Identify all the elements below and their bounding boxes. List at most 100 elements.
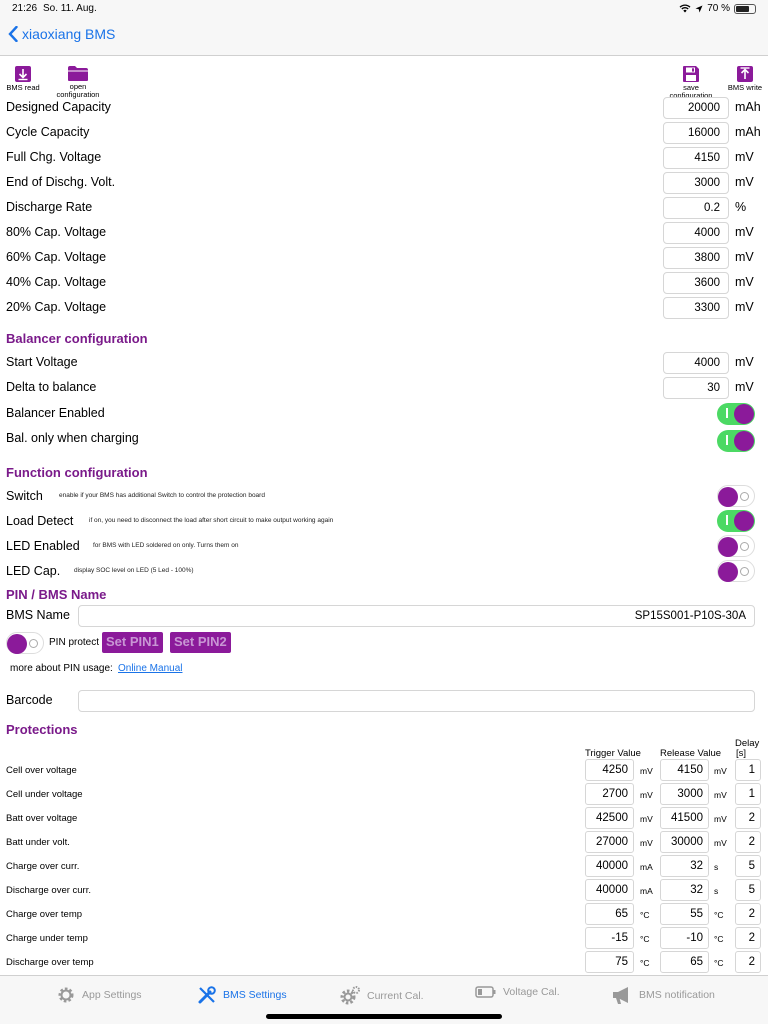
trigger-input[interactable]: 4250	[585, 759, 634, 781]
trigger-input[interactable]: 65	[585, 903, 634, 925]
value-input[interactable]: 3800	[663, 247, 729, 269]
led-cap-note: display SOC level on LED (5 Led - 100%)	[74, 567, 194, 574]
delay-input[interactable]: 2	[735, 831, 761, 853]
row-label: BMS Name	[6, 608, 70, 622]
open-configuration-button[interactable]: open configuration	[55, 65, 101, 99]
switch-note: enable if your BMS has additional Switch…	[59, 492, 265, 499]
delay-input[interactable]: 2	[735, 903, 761, 925]
capacity-row: Full Chg. Voltage 4150 mV	[0, 147, 768, 169]
value-input[interactable]: 3000	[663, 172, 729, 194]
pin-more-text: more about PIN usage:	[10, 663, 113, 674]
value-input[interactable]: 3300	[663, 297, 729, 319]
release-input[interactable]: 32	[660, 855, 709, 877]
trigger-input[interactable]: 42500	[585, 807, 634, 829]
protection-label: Discharge over temp	[6, 957, 94, 968]
battery-percent: 70 %	[707, 3, 730, 14]
trigger-input[interactable]: -15	[585, 927, 634, 949]
release-input[interactable]: 65	[660, 951, 709, 973]
trigger-unit: mA	[640, 886, 653, 896]
row-label: Delta to balance	[6, 380, 97, 394]
row-label: 60% Cap. Voltage	[6, 250, 107, 264]
start-voltage-input[interactable]: 4000	[663, 352, 729, 374]
release-input[interactable]: 3000	[660, 783, 709, 805]
bms-name-input[interactable]: SP15S001-P10S-30A	[78, 605, 755, 627]
battery-icon	[475, 986, 496, 998]
tab-bms-settings[interactable]: BMS Settings	[197, 985, 287, 1005]
folder-icon	[68, 66, 88, 81]
trigger-input[interactable]: 27000	[585, 831, 634, 853]
protection-row: Charge over temp 65 °C 55 °C 2	[0, 903, 768, 925]
open-configuration-label-2: configuration	[56, 90, 100, 99]
delay-input[interactable]: 2	[735, 951, 761, 973]
pin-section-title: PIN / BMS Name	[6, 587, 107, 602]
led-cap-toggle[interactable]	[717, 560, 755, 582]
trigger-input[interactable]: 2700	[585, 783, 634, 805]
tab-app-settings[interactable]: App Settings	[56, 985, 142, 1005]
capacity-row: Cycle Capacity 16000 mAh	[0, 122, 768, 144]
tab-voltage-cal[interactable]: Voltage Cal.	[475, 985, 560, 999]
set-pin2-button[interactable]: Set PIN2	[170, 632, 231, 653]
pin-protect-toggle[interactable]	[6, 632, 44, 654]
bms-read-button[interactable]: BMS read	[4, 65, 42, 92]
row-label: Load Detect	[6, 514, 74, 528]
delay-input[interactable]: 5	[735, 879, 761, 901]
trigger-unit: mV	[640, 838, 653, 848]
value-input[interactable]: 3600	[663, 272, 729, 294]
value-input[interactable]: 4000	[663, 222, 729, 244]
set-pin1-button[interactable]: Set PIN1	[102, 632, 163, 653]
value-input[interactable]: 0.2	[663, 197, 729, 219]
switch-toggle[interactable]	[717, 485, 755, 507]
load-detect-toggle[interactable]	[717, 510, 755, 532]
status-bar: 21:26 So. 11. Aug. 70 %	[0, 0, 768, 18]
trigger-input[interactable]: 40000	[585, 879, 634, 901]
release-input[interactable]: 55	[660, 903, 709, 925]
tab-bms-notification[interactable]: BMS notification	[611, 985, 715, 1005]
battery-icon	[734, 3, 756, 14]
release-input[interactable]: 32	[660, 879, 709, 901]
release-input[interactable]: 41500	[660, 807, 709, 829]
bms-read-label: BMS read	[6, 83, 40, 92]
gear-icon	[58, 987, 74, 1003]
bms-write-button[interactable]: BMS write	[724, 65, 766, 92]
tab-label: BMS notification	[639, 989, 715, 1001]
protection-row: Batt over voltage 42500 mV 41500 mV 2	[0, 807, 768, 829]
release-input[interactable]: -10	[660, 927, 709, 949]
trigger-unit: mV	[640, 766, 653, 776]
led-enabled-toggle[interactable]	[717, 535, 755, 557]
tab-label: Current Cal.	[367, 990, 424, 1002]
delay-input[interactable]: 2	[735, 927, 761, 949]
value-input[interactable]: 4150	[663, 147, 729, 169]
home-indicator[interactable]	[266, 1014, 502, 1019]
row-label: Bal. only when charging	[6, 431, 139, 445]
release-input[interactable]: 4150	[660, 759, 709, 781]
delta-input[interactable]: 30	[663, 377, 729, 399]
row-label: Balancer Enabled	[6, 406, 105, 420]
tab-current-cal[interactable]: Current Cal.	[339, 985, 424, 1007]
bal-only-charging-toggle[interactable]	[717, 430, 755, 452]
row-unit: mV	[735, 380, 754, 394]
back-button[interactable]: xiaoxiang BMS	[8, 26, 115, 42]
barcode-input[interactable]	[78, 690, 755, 712]
tab-label: App Settings	[82, 989, 142, 1001]
value-input[interactable]: 16000	[663, 122, 729, 144]
balancer-enabled-toggle[interactable]	[717, 403, 755, 425]
bms-name-row: BMS Name	[0, 605, 768, 627]
trigger-input[interactable]: 75	[585, 951, 634, 973]
delay-input[interactable]: 5	[735, 855, 761, 877]
row-unit: mV	[735, 150, 754, 164]
chevron-left-icon	[8, 26, 18, 42]
row-label: Barcode	[6, 693, 53, 707]
function-row-led-cap: LED Cap.	[0, 561, 768, 583]
delay-input[interactable]: 2	[735, 807, 761, 829]
value-input[interactable]: 20000	[663, 97, 729, 119]
trigger-unit: °C	[640, 910, 650, 920]
trigger-unit: mV	[640, 790, 653, 800]
release-input[interactable]: 30000	[660, 831, 709, 853]
delay-input[interactable]: 1	[735, 783, 761, 805]
online-manual-link[interactable]: Online Manual	[118, 663, 183, 674]
load-detect-note: if on, you need to disconnect the load a…	[89, 517, 334, 524]
save-configuration-button[interactable]: save configuration	[664, 65, 718, 100]
delay-input[interactable]: 1	[735, 759, 761, 781]
trigger-input[interactable]: 40000	[585, 855, 634, 877]
open-configuration-label-1: open	[69, 82, 87, 91]
